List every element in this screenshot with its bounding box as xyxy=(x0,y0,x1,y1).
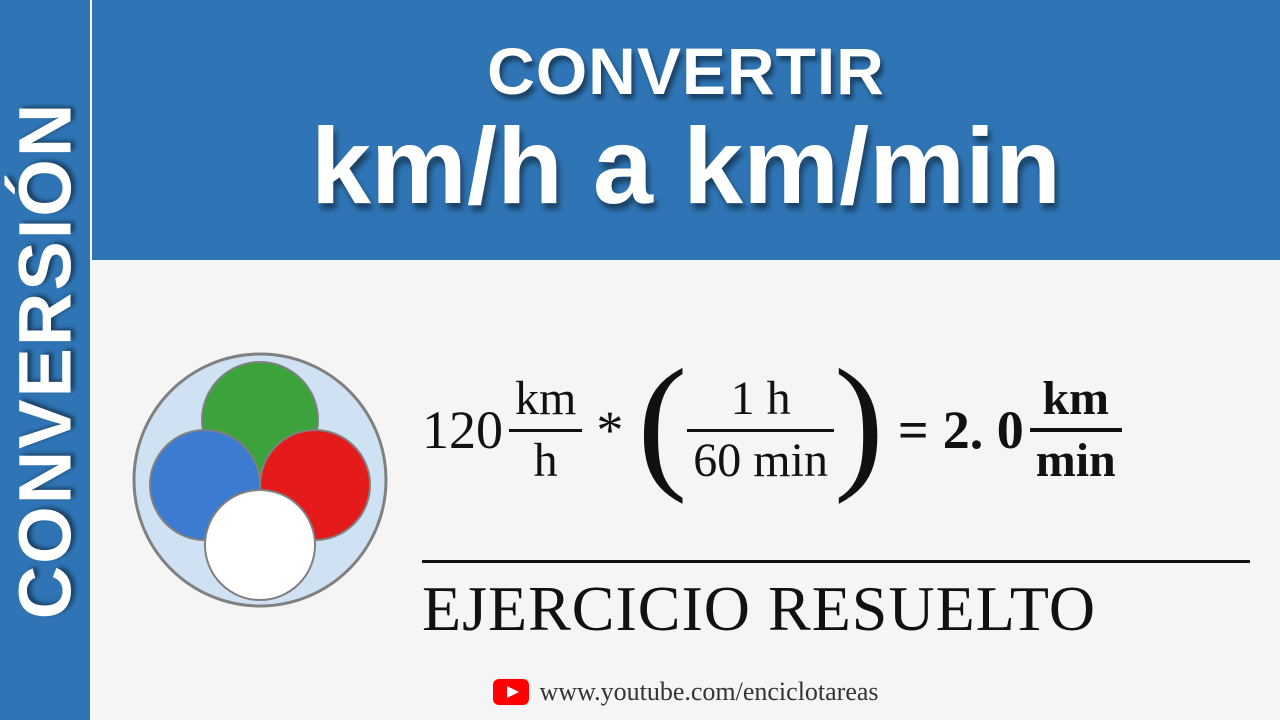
header-title: CONVERTIR xyxy=(487,33,885,109)
eq-factor-num: 1 h xyxy=(725,374,797,424)
eq-equals: = xyxy=(884,399,943,461)
eq-unit-in-den: h xyxy=(528,436,564,486)
sidebar: CONVERSIÓN xyxy=(0,0,90,720)
eq-unit-out: km min xyxy=(1030,374,1122,487)
page: CONVERSIÓN CONVERTIR km/h a km/min 120 k… xyxy=(0,0,1280,720)
url-text[interactable]: www.youtube.com/enciclotareas xyxy=(539,677,878,707)
eq-value-in: 120 xyxy=(422,399,503,461)
body: 120 km h * ( 1 h 60 min ) = 2. 0 km min xyxy=(90,260,1280,720)
eq-factor-den: 60 min xyxy=(687,436,834,486)
eq-unit-out-num: km xyxy=(1036,374,1115,424)
footer-separator xyxy=(422,560,1250,563)
eq-value-out: 2. 0 xyxy=(943,399,1024,461)
eq-multiply: * xyxy=(582,399,637,461)
url-row: www.youtube.com/enciclotareas xyxy=(92,674,1280,710)
logo-white-circle xyxy=(205,490,315,600)
footer-label: EJERCICIO RESUELTO xyxy=(422,572,1250,646)
logo-icon xyxy=(130,350,390,610)
sidebar-label: CONVERSIÓN xyxy=(3,101,88,619)
eq-unit-in: km h xyxy=(509,374,582,486)
header: CONVERTIR km/h a km/min xyxy=(90,0,1280,260)
youtube-icon xyxy=(493,679,529,705)
eq-unit-out-den: min xyxy=(1030,436,1122,486)
eq-unit-in-num: km xyxy=(509,374,582,424)
eq-factor: 1 h 60 min xyxy=(687,374,834,486)
equation: 120 km h * ( 1 h 60 min ) = 2. 0 km min xyxy=(422,330,1250,530)
header-subtitle: km/h a km/min xyxy=(311,103,1061,228)
